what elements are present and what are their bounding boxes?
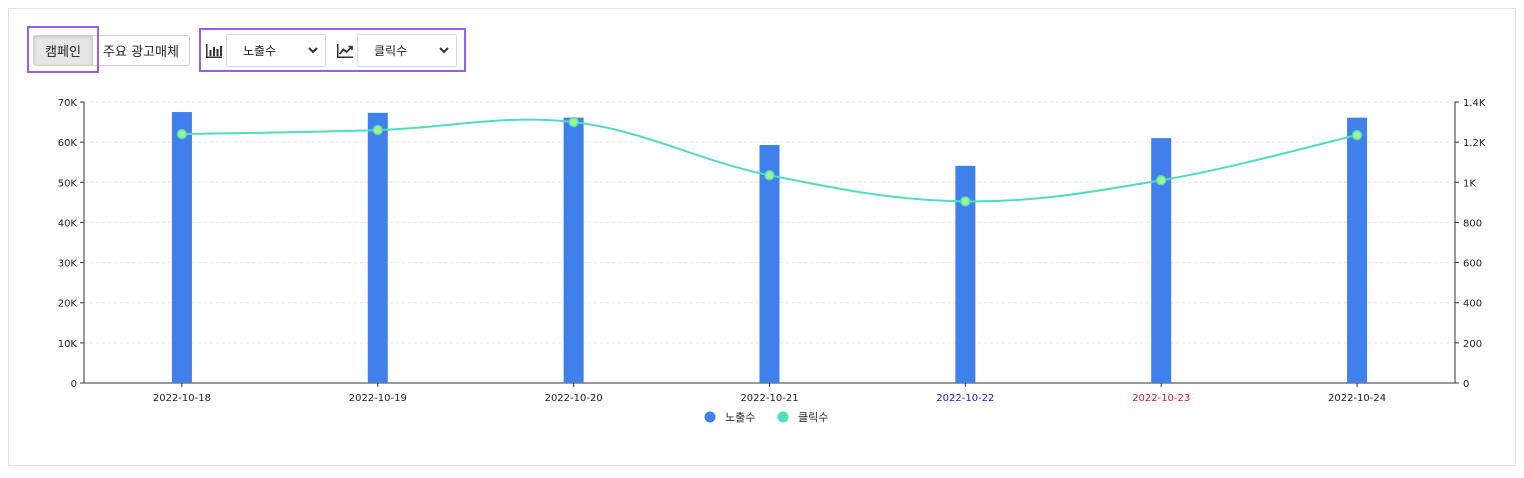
line-point bbox=[1155, 175, 1167, 186]
bar-chart-icon bbox=[206, 44, 222, 58]
x-tick-label: 2022-10-20 bbox=[545, 393, 603, 404]
x-tick-label: 2022-10-21 bbox=[740, 393, 798, 404]
line-metric-value: 클릭수 bbox=[374, 44, 408, 58]
bar bbox=[171, 112, 192, 384]
y-left-tick-label: 10K bbox=[58, 339, 78, 350]
tab-major-media[interactable]: 주요 광고매체 bbox=[93, 35, 190, 66]
x-tick-label: 2022-10-19 bbox=[349, 393, 407, 404]
bar bbox=[1347, 117, 1368, 384]
line-metric-select[interactable]: 클릭수 bbox=[357, 34, 457, 67]
y-left-tick-label: 60K bbox=[58, 138, 78, 149]
line-point bbox=[568, 116, 579, 128]
y-right-tick-label: 200 bbox=[1463, 339, 1482, 350]
y-left-tick-label: 40K bbox=[58, 218, 78, 229]
y-right-tick-label: 1.2K bbox=[1463, 138, 1486, 149]
y-left-tick-label: 20K bbox=[58, 299, 78, 310]
y-left-tick-label: 70K bbox=[58, 98, 78, 109]
bar bbox=[367, 112, 388, 384]
x-tick-label: 2022-10-24 bbox=[1328, 393, 1386, 404]
y-right-tick-label: 0 bbox=[1463, 379, 1469, 390]
line-point bbox=[176, 128, 188, 140]
line-point bbox=[372, 124, 384, 136]
bar bbox=[955, 165, 976, 383]
bar bbox=[1151, 138, 1172, 383]
y-right-tick-label: 1.4K bbox=[1463, 98, 1486, 109]
legend-label-bar: 노출수 bbox=[725, 411, 755, 424]
line-point bbox=[1351, 129, 1363, 141]
y-right-tick-label: 600 bbox=[1463, 259, 1482, 270]
y-left-tick-label: 0 bbox=[71, 379, 77, 390]
y-right-tick-label: 400 bbox=[1463, 299, 1482, 310]
y-left-tick-label: 50K bbox=[58, 178, 78, 189]
tab-campaign[interactable]: 캠페인 bbox=[33, 35, 93, 66]
legend-marker-line bbox=[777, 411, 789, 423]
x-tick-label: 2022-10-18 bbox=[153, 393, 211, 404]
chevron-down-icon bbox=[308, 47, 318, 54]
y-right-tick-label: 800 bbox=[1463, 218, 1482, 229]
line-point bbox=[960, 196, 971, 207]
view-toggle-group: 캠페인 주요 광고매체 bbox=[33, 35, 190, 66]
bar-metric-value: 노출수 bbox=[243, 44, 277, 58]
line-point bbox=[764, 170, 775, 181]
legend-label-line: 클릭수 bbox=[798, 411, 828, 424]
x-tick-label: 2022-10-23 bbox=[1132, 393, 1190, 404]
legend-marker-bar bbox=[704, 411, 716, 423]
bar-metric-select[interactable]: 노출수 bbox=[226, 34, 326, 67]
bar bbox=[759, 144, 780, 383]
line-chart-icon bbox=[337, 44, 353, 58]
bar bbox=[563, 117, 584, 384]
y-right-tick-label: 1K bbox=[1463, 178, 1476, 189]
chevron-down-icon bbox=[439, 47, 449, 54]
y-left-tick-label: 30K bbox=[58, 259, 78, 270]
x-tick-label: 2022-10-22 bbox=[936, 393, 994, 404]
